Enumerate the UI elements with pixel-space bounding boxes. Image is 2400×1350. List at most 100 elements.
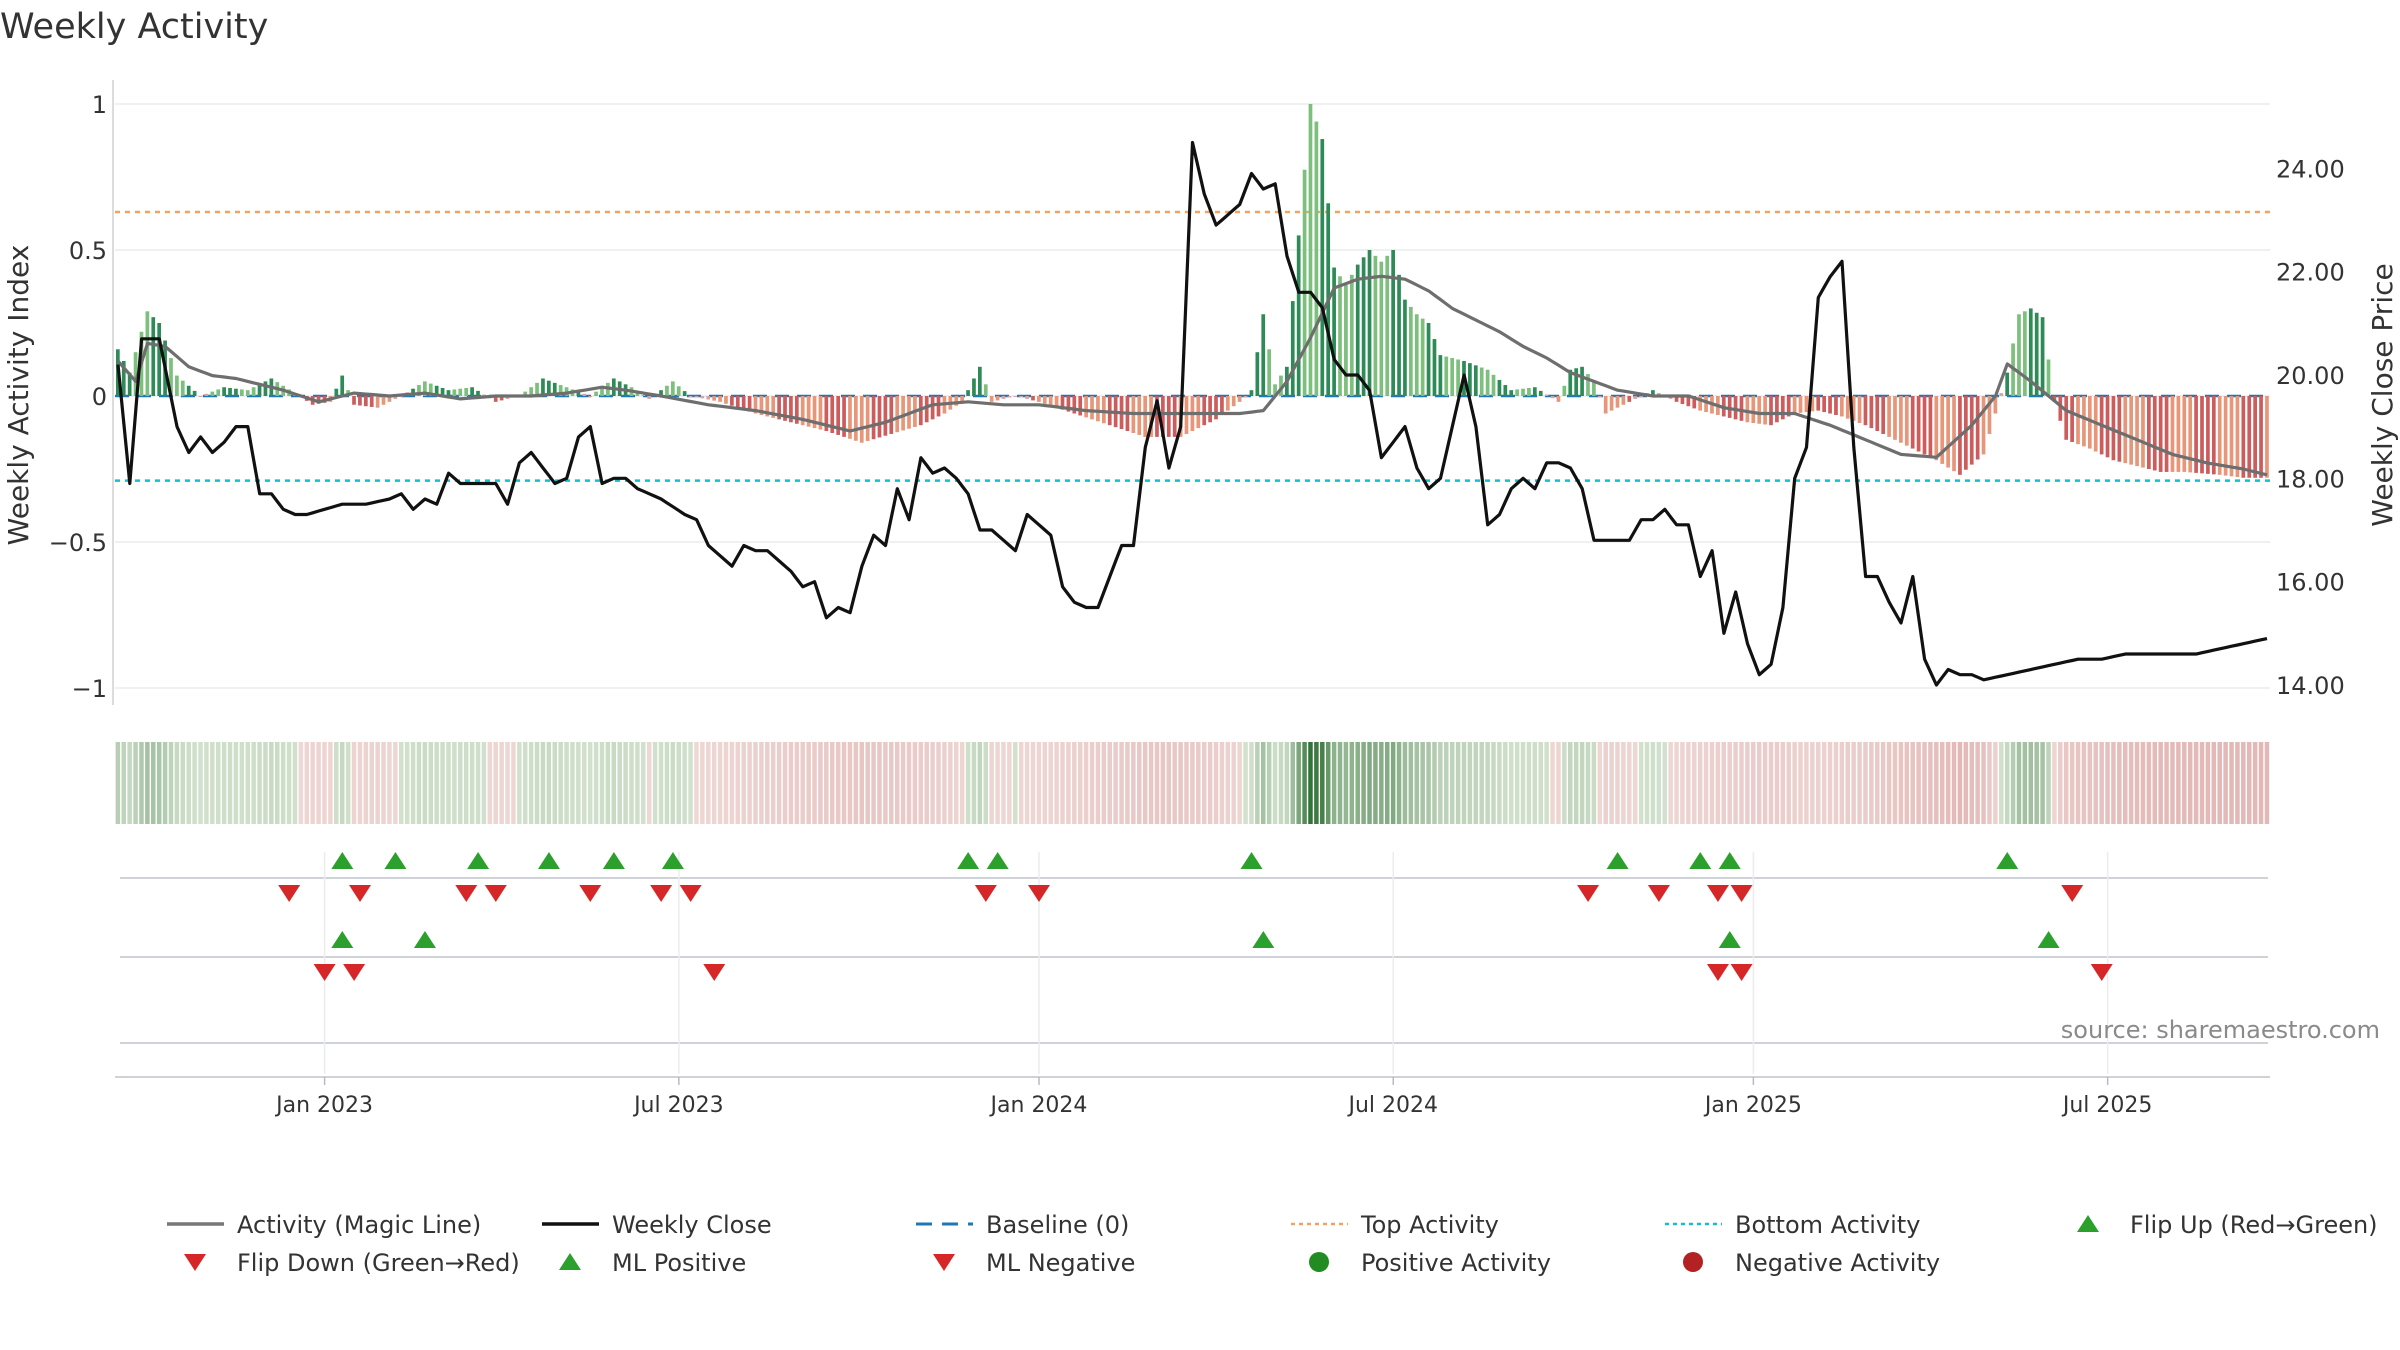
activity-bar-53 — [428, 383, 433, 396]
activity-bar-129 — [877, 396, 882, 438]
activity-bar-62 — [482, 394, 486, 396]
activity-bar-115 — [794, 396, 799, 424]
activity-bar-211 — [1361, 257, 1366, 396]
heat-cell-324 — [2028, 742, 2034, 824]
flip-down-marker-4 — [579, 885, 602, 902]
heat-cell-141 — [948, 742, 953, 824]
activity-bar-276 — [1745, 396, 1750, 423]
heat-cell-294 — [1851, 742, 1856, 824]
heat-cell-244 — [1556, 742, 1561, 824]
heat-cell-121 — [829, 742, 835, 824]
heat-cell-275 — [1739, 742, 1744, 824]
heat-cell-17 — [215, 742, 221, 824]
flip-up-marker-6 — [957, 852, 980, 869]
heat-cell-247 — [1573, 742, 1579, 824]
activity-bar-149 — [995, 396, 1000, 401]
heat-cell-258 — [1638, 742, 1644, 824]
heat-cell-165 — [1089, 742, 1095, 824]
heat-cell-179 — [1172, 742, 1177, 824]
activity-bar-243 — [1550, 396, 1555, 399]
heat-cell-18 — [221, 742, 227, 824]
activity-bar-178 — [1166, 396, 1171, 437]
activity-bar-209 — [1349, 274, 1354, 396]
heat-cell-91 — [652, 742, 658, 824]
activity-bar-258 — [1639, 396, 1643, 397]
heat-cell-113 — [782, 742, 788, 824]
activity-bar-102 — [718, 396, 722, 402]
axes: 1 0.5 0 −0.5 −1 24.00 22.00 20.00 18.00 16.00 14.0… — [49, 80, 2345, 705]
heat-cell-343 — [2140, 742, 2146, 824]
activity-bar-200 — [1296, 235, 1301, 396]
heat-cell-59 — [463, 742, 469, 824]
heat-cell-89 — [641, 742, 646, 824]
activity-bar-279 — [1763, 396, 1767, 425]
heat-cell-26 — [269, 742, 274, 824]
y-left-tick-label-3: −0.5 — [49, 529, 107, 557]
activity-bar-280 — [1769, 396, 1773, 426]
heat-cell-24 — [257, 742, 262, 824]
heat-cell-171 — [1125, 742, 1130, 824]
heat-cell-293 — [1845, 742, 1851, 824]
heat-cell-112 — [776, 742, 782, 824]
heat-cell-2 — [127, 742, 132, 824]
activity-bar-274 — [1733, 396, 1738, 420]
activity-bar-119 — [818, 396, 823, 430]
heat-cell-252 — [1603, 742, 1608, 824]
heat-cell-3 — [133, 742, 138, 824]
heat-cell-347 — [2164, 742, 2169, 824]
heat-cell-299 — [1880, 742, 1886, 824]
flip-up-marker-0 — [331, 852, 354, 869]
activity-bar-309 — [1940, 396, 1945, 464]
flip-up-marker-11 — [1718, 852, 1741, 869]
activity-bar-70 — [529, 387, 533, 396]
activity-bar-42 — [363, 396, 368, 407]
heat-cell-361 — [2246, 742, 2252, 824]
heat-cell-162 — [1072, 742, 1077, 824]
heat-cell-323 — [2022, 742, 2028, 824]
heat-cell-229 — [1467, 742, 1473, 824]
activity-bar-295 — [1857, 396, 1862, 424]
heat-cell-88 — [635, 742, 640, 824]
activity-bar-322 — [2017, 314, 2021, 396]
heat-cell-359 — [2235, 742, 2240, 824]
heat-cell-338 — [2111, 742, 2116, 824]
activity-bar-105 — [735, 396, 740, 408]
activity-bar-155 — [1031, 396, 1035, 401]
heat-cell-90 — [646, 742, 652, 824]
heat-cell-242 — [1544, 742, 1549, 824]
activity-bar-82 — [600, 387, 604, 396]
activity-bar-100 — [706, 396, 711, 400]
heat-cell-134 — [906, 742, 912, 824]
activity-bar-127 — [865, 396, 870, 441]
activity-bar-185 — [1208, 396, 1212, 423]
heat-cell-52 — [422, 742, 428, 824]
heat-cell-331 — [2069, 742, 2075, 824]
activity-bar-316 — [1981, 396, 1986, 455]
heat-cell-222 — [1426, 742, 1431, 824]
activity-bar-325 — [2034, 312, 2039, 396]
legend-label-3: Top Activity — [1360, 1211, 1499, 1239]
heat-cell-364 — [2264, 742, 2270, 824]
activity-bar-233 — [1491, 374, 1496, 396]
activity-bar-110 — [765, 396, 770, 417]
activity-bar-299 — [1881, 396, 1886, 434]
heat-cell-317 — [1987, 742, 1992, 824]
heat-cell-353 — [2199, 742, 2205, 824]
heat-cell-341 — [2128, 742, 2134, 824]
activity-bar-223 — [1432, 339, 1437, 396]
activity-bar-304 — [1910, 396, 1915, 449]
heat-cell-100 — [706, 742, 711, 824]
heat-cell-289 — [1821, 742, 1827, 824]
legend-label-8: ML Negative — [986, 1249, 1135, 1277]
heat-cell-82 — [599, 742, 605, 824]
activity-bar-179 — [1172, 396, 1177, 437]
activity-bar-101 — [712, 396, 717, 401]
activity-bar-99 — [700, 396, 705, 399]
heat-cell-274 — [1733, 742, 1738, 824]
activity-bar-353 — [2200, 396, 2204, 474]
legend-item-10: Negative Activity — [1683, 1249, 1940, 1277]
heat-cell-183 — [1196, 742, 1201, 824]
activity-bar-13 — [192, 390, 197, 396]
heat-cell-70 — [528, 742, 534, 824]
activity-bar-131 — [889, 396, 894, 434]
